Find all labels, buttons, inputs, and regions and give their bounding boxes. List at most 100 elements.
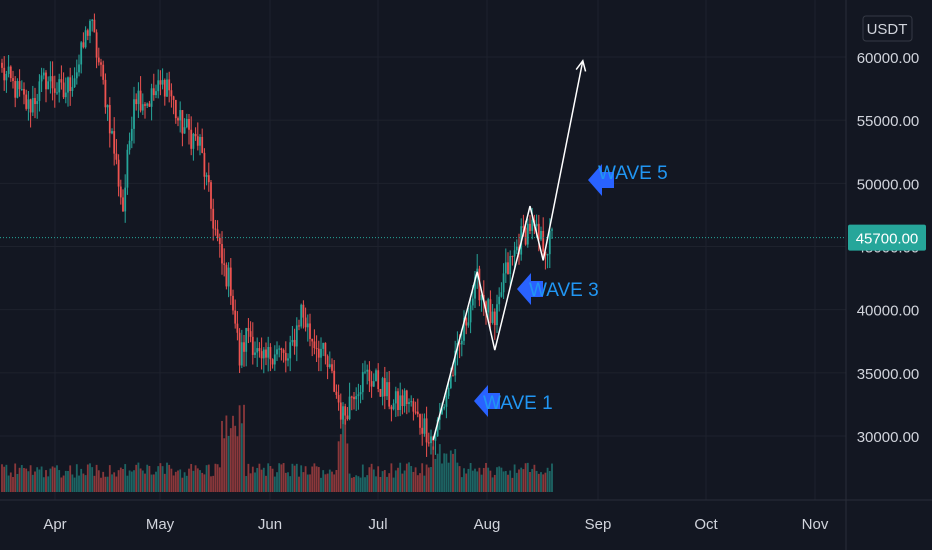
volume-bar [432,446,435,492]
volume-bar [366,475,369,492]
candle-body [392,403,395,410]
volume-bar [333,474,336,492]
candle-body [364,371,366,373]
candle-body [40,75,43,82]
volume-bar [537,473,540,492]
candle-body [14,81,17,98]
volume-bar [18,467,21,492]
candle-body [480,294,483,301]
volume-bar [467,468,470,492]
candle-body [216,229,219,238]
volume-bars [1,404,553,492]
volume-bar [313,463,316,492]
volume-bar [383,470,386,492]
currency-label: USDT [867,21,908,38]
volume-bar [535,470,538,492]
candle-body [427,442,430,444]
wave-drawing[interactable] [432,59,587,440]
candle-body [322,342,325,349]
candle-body [509,255,512,274]
candle-body [377,370,380,389]
candle-body [399,395,402,411]
volume-bar [141,470,144,492]
candle-body [326,356,329,368]
candle-body [504,262,507,274]
volume-bar [207,464,210,492]
volume-bar [260,469,263,492]
candle-body [170,90,173,97]
volume-bar [179,469,182,492]
candle-body [249,331,252,337]
time-tick-label: Jul [368,516,387,533]
candle-body [150,88,153,107]
candle-body [425,418,428,443]
candle-body [443,406,446,409]
candle-body [124,187,127,212]
volume-bar [438,444,441,492]
candle-body [225,264,228,287]
volume-bar [511,477,514,492]
candle-body [485,301,487,313]
candle-body [205,175,208,177]
candle-body [102,64,105,80]
candle-body [280,348,283,350]
wave-line [432,60,584,440]
volume-bar [60,477,63,492]
volume-bar [45,470,47,492]
volume-bar [225,415,228,492]
volume-bar [3,466,6,492]
time-tick-label: Oct [694,516,718,533]
volume-bar [509,470,512,492]
volume-bar [273,476,276,492]
volume-bar [493,474,496,492]
candle-body [423,418,426,434]
volume-bar [454,449,457,492]
volume-bar [482,467,485,492]
volume-bar [278,463,281,492]
candle-body [496,304,498,326]
candle-body [544,251,547,256]
candle-body [159,80,162,85]
volume-bar [80,468,83,492]
candle-body [381,378,384,397]
volume-bar [133,470,135,492]
candle-body [31,98,34,113]
volume-bar [214,463,217,492]
volume-bar [287,472,289,492]
volume-bar [7,475,10,492]
currency-box[interactable] [862,15,913,42]
time-tick-label: Sep [585,516,612,533]
candle-body [203,152,206,177]
volume-bar [311,466,314,492]
volume-bar [196,468,199,492]
volume-bar [254,472,256,492]
time-tick-label: Aug [474,516,501,533]
candle-body [20,88,23,90]
volume-bar [328,469,331,492]
volume-bar [474,468,476,492]
volume-bar [518,469,520,492]
wave-arrows[interactable] [474,164,614,417]
candle-body [23,88,25,95]
volume-bar [159,463,162,492]
volume-bar [172,475,175,492]
volume-bar [476,471,479,492]
current-price-badge [848,224,926,251]
candle-body [324,342,327,357]
wave5-arrow-icon [588,164,614,196]
volume-bar [271,468,274,492]
volume-bar [126,475,129,492]
volume-bar [170,468,173,492]
candle-body [390,406,393,410]
candle-body [221,244,223,264]
volume-bar [150,474,153,492]
volume-bar [359,477,362,492]
candle-body [254,352,256,355]
volume-bar [284,472,287,492]
volume-bar [491,477,494,492]
volume-bar [234,425,237,492]
candle-body [78,64,80,73]
volume-bar [47,476,50,492]
